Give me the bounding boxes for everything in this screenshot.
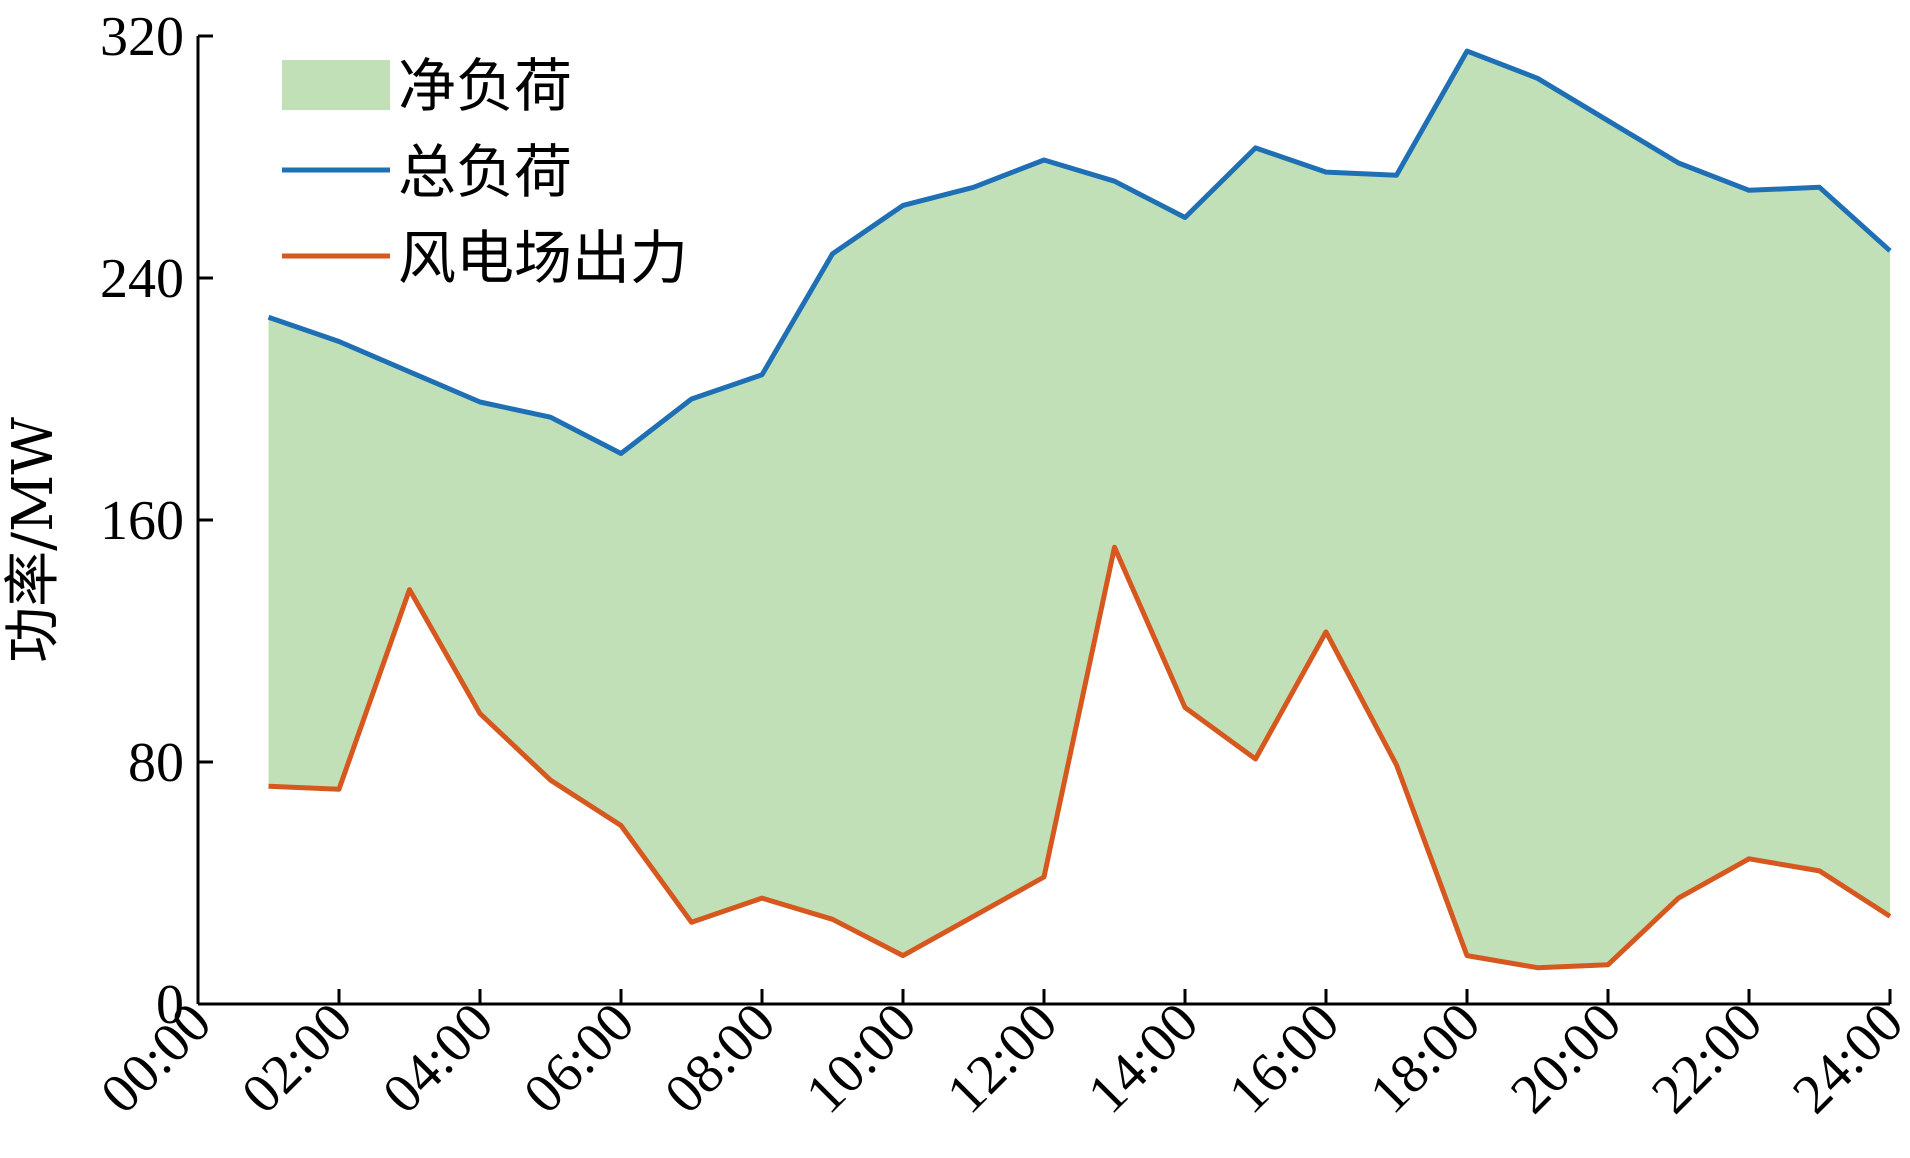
wind-output-point [407,587,413,593]
wind-output-point [618,823,624,829]
total-load-point [1535,75,1541,81]
y-ticks: 0 80 160 240 320 [100,6,213,1036]
wind-output-point [1605,962,1611,968]
total-load-point [1323,169,1329,175]
x-tick-label: 06:00 [512,991,646,1125]
legend-label-net-load: 净负荷 [398,52,572,120]
total-load-point [548,414,554,420]
y-tick-label: 0 [156,974,184,1036]
x-tick-label: 12:00 [935,991,1069,1125]
total-load-point [1112,178,1118,184]
x-ticks: 00:00 02:00 04:00 06:00 08:00 10:00 12:00 14:00… [89,989,1910,1125]
wind-output-point [1676,895,1682,901]
wind-output-point [1394,762,1400,768]
total-load-point [477,399,483,405]
x-tick-label: 22:00 [1640,991,1774,1125]
x-tick-label: 08:00 [653,991,787,1125]
total-load-point [1041,157,1047,163]
total-load-point [1887,248,1893,254]
wind-output-point [1464,953,1470,959]
x-tick-label: 20:00 [1499,991,1633,1125]
x-tick-label: 16:00 [1217,991,1351,1125]
x-tick-label: 18:00 [1358,991,1492,1125]
y-tick-label: 80 [128,732,184,794]
wind-output-point [1253,756,1259,762]
total-load-point [1817,184,1823,190]
total-load-point [618,450,624,456]
total-load-point [1605,118,1611,124]
legend-label-total-load: 总负荷 [398,138,572,206]
wind-output-point [971,913,977,919]
legend-swatch-net-load [282,60,390,110]
total-load-point [971,184,977,190]
wind-output-point [1323,629,1329,635]
total-load-point [1464,48,1470,54]
total-load-line [267,48,1892,456]
legend-label-wind-output: 风电场出力 [398,224,688,292]
wind-output-point [336,786,342,792]
wind-output-point [1746,856,1752,862]
wind-output-point [266,783,272,789]
y-tick-label: 160 [100,490,184,552]
wind-output-line [268,544,1892,971]
wind-output-point [1041,874,1047,880]
total-load-point [830,251,836,257]
wind-output-point [1817,868,1823,874]
total-load-point [1182,215,1188,221]
wind-output-point [759,895,765,901]
plot-area [267,48,1892,971]
x-tick-label: 02:00 [230,991,364,1125]
legend: 净负荷 总负荷 风电场出力 [282,52,688,292]
total-load-point [1676,160,1682,166]
y-tick-label: 320 [100,6,184,68]
wind-output-point [1112,544,1118,550]
wind-output-point [548,777,554,783]
total-load-point [407,369,413,375]
total-load-point [759,372,765,378]
wind-output-point [477,711,483,717]
x-tick-label: 10:00 [794,991,928,1125]
total-load-point [1253,145,1259,151]
total-load-point [900,202,906,208]
net-load-area [268,51,1890,968]
wind-output-point [689,919,695,925]
wind-output-point [1182,705,1188,711]
y-axis-label: 功率/MW [1,417,66,663]
x-tick-label: 04:00 [371,991,505,1125]
wind-output-point [1535,965,1541,971]
total-load-point [266,314,272,320]
total-load-point [1394,172,1400,178]
wind-output-point [900,953,906,959]
x-tick-label: 14:00 [1076,991,1210,1125]
x-tick-label: 24:00 [1781,991,1910,1125]
total-load-point [336,339,342,345]
wind-output-point [830,916,836,922]
total-load-point [1746,187,1752,193]
total-load-point [689,396,695,402]
y-tick-label: 240 [100,248,184,310]
wind-output-point [1887,913,1893,919]
